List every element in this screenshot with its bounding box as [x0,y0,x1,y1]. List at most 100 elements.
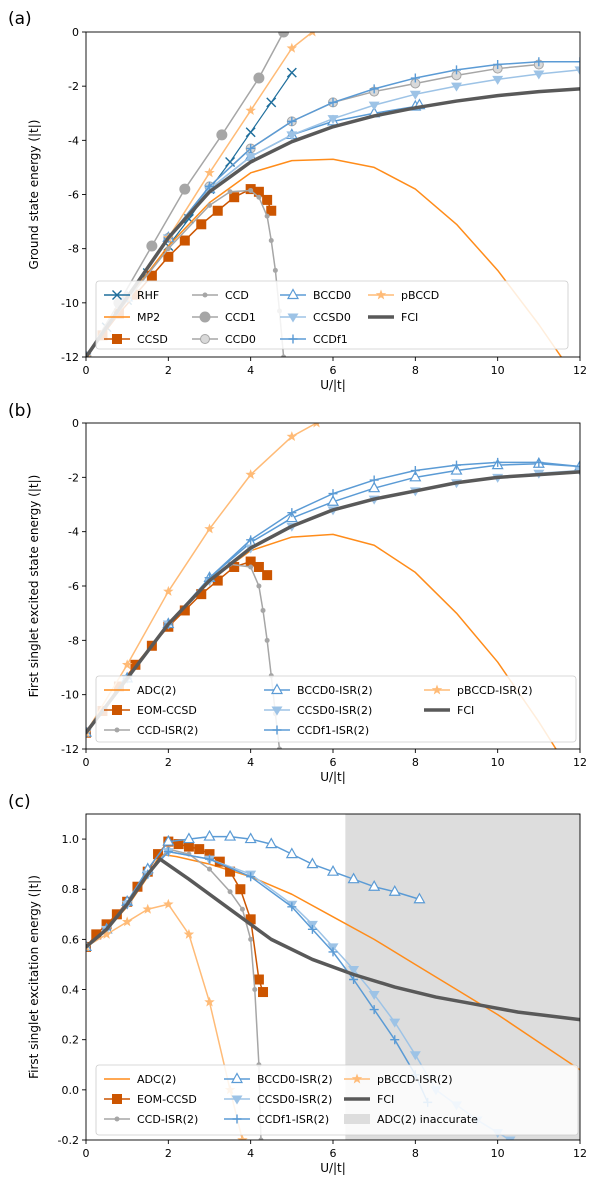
x-tick-label: 8 [412,1147,419,1160]
legend-marker [271,706,283,716]
legend-label: CCSD0-ISR(2) [297,704,372,717]
data-point-ccdf1 [493,60,503,69]
data-point-ccsd0 [245,153,257,163]
data-point-ccsd0-isr-2 [504,1136,516,1140]
x-axis-label: U/|t| [320,770,346,784]
data-point-ccsd0-isr-2 [348,965,360,975]
legend-item-ccsd0-isr-2: CCSD0-ISR(2) [264,704,372,717]
data-point-ccdf1-isr-2 [369,1005,379,1015]
x-tick-label: 2 [165,364,172,377]
data-point-pbccd-isr-2 [204,523,215,534]
data-point-ccd [268,238,274,244]
data-point-ccsd [163,251,174,262]
data-point-bccd0-isr-2 [306,857,319,869]
x-axis-label: U/|t| [320,378,346,392]
panel-a: (a) 0 2 4 6 8 10 12 -12 -10 -8 -6 -4 -2 0 U/|t| Ground s… [8,9,587,392]
legend-item-ccd: CCD [192,289,249,302]
data-point-bccd0-isr-2 [203,829,216,841]
x-tick-label: 12 [573,364,587,377]
data-point-pbccd [245,105,256,115]
legend-marker [202,292,208,298]
legend-marker [231,1095,243,1105]
data-point-ccdf1-isr-2 [369,475,379,485]
data-point-ccdf1-isr-2 [307,924,317,934]
legend: ADC(2) EOM-CCSD CCD-ISR(2) BCCD0-ISR(2) CCSD… [95,675,577,743]
data-point-ccdf1 [287,116,297,126]
legend-label: CCD0 [225,333,256,346]
legend-item-ccsd0-isr-2: CCSD0-ISR(2) [224,1093,332,1106]
data-point-ccd [227,189,233,195]
x-tick-label: 10 [491,756,505,769]
data-point-ccsd0-isr-2 [574,467,580,477]
data-point-pbccd-isr-2 [204,996,215,1007]
legend-item-ccd-isr-2: CCD-ISR(2) [104,724,198,737]
data-point-ccdf1-isr-2 [287,508,297,518]
panel-label: (b) [8,401,32,421]
legend-item-ccdf1: CCDf1 [280,333,348,346]
legend-label: BCCD0-ISR(2) [257,1073,333,1086]
data-point-pbccd-isr-2 [121,659,133,670]
data-point-ccd1 [253,72,265,84]
data-point-ccdf1-isr-2 [349,975,359,985]
data-point-ccsd0 [409,90,421,100]
data-point-ccd [256,194,262,200]
data-point-ccdf1-isr-2 [328,947,338,957]
data-point-pbccd-isr-2 [142,903,153,914]
data-point-ccd1 [146,240,158,252]
data-point-eom-ccsd [179,605,190,616]
x-tick-label: 2 [165,756,172,769]
legend-item-bccd0-isr-2: BCCD0-ISR(2) [264,683,373,697]
x-tick-label: 4 [247,1147,254,1160]
legend-box [95,1064,579,1136]
data-point-ccsd [179,235,190,246]
series-line-ccd [86,189,285,357]
data-point-ccd-isr-2 [276,746,282,749]
data-point-ccd-isr-2 [248,564,254,570]
data-point-ccd [281,354,287,357]
data-point-pbccd [286,42,298,53]
legend-item-eom-ccsd: EOM-CCSD [104,704,197,717]
legend-item-ccsd0: CCSD0 [280,311,351,324]
data-point-ccdf1-isr-2 [246,535,256,545]
plot-area [86,829,580,1140]
data-point-ccdf1 [452,65,461,75]
y-axis-label: Ground state energy (|t|) [27,120,41,270]
data-point-eom-ccsd [253,974,264,985]
data-point-ccdf1 [246,143,256,153]
x-tick-label: 10 [491,1147,505,1160]
data-point-ccsd0 [451,82,462,92]
legend-label: CCDf1-ISR(2) [297,724,369,737]
legend-label: FCI [377,1093,394,1106]
data-point-pbccd-isr-2 [163,585,174,596]
y-tick-label: -6 [68,580,79,593]
data-point-pbccd-isr-2 [121,916,133,927]
data-point-eom-ccsd [196,589,207,600]
data-point-eom-ccsd [245,914,256,925]
data-point-bccd0-isr-2 [368,879,381,891]
panel-label: (c) [8,792,31,812]
data-point-pbccd-isr-2 [86,727,92,738]
data-point-ccdf1-isr-2 [390,1035,400,1045]
legend-item-fci: FCI [344,1093,394,1106]
data-point-ccd-isr-2 [258,1137,264,1140]
legend-item-fci: FCI [424,704,474,717]
data-point-ccd-isr-2 [227,889,233,895]
legend-item-ccdf1-isr-2: CCDf1-ISR(2) [264,724,369,737]
legend-item-adc-2-inaccurate: ADC(2) inaccurate [344,1113,478,1126]
series-pbccd-isr-2 [86,423,320,738]
legend-label: ADC(2) inaccurate [377,1113,478,1126]
y-tick-label: 0.2 [62,1034,80,1047]
data-point-bccd0-isr-2 [326,495,340,506]
data-point-ccsd0 [533,70,545,80]
data-point-ccdf1 [369,84,379,94]
series-line-fci [86,470,580,735]
legend-box [95,675,577,743]
data-point-ccd [165,246,171,252]
x-tick-label: 8 [412,364,419,377]
legend-marker [114,1116,120,1122]
legend-marker [287,313,299,323]
data-point-eom-ccsd [91,929,102,940]
data-point-bccd0-isr-2 [413,892,426,904]
y-axis-label: First singlet excited state energy (|t|) [27,475,41,698]
legend-marker [112,1094,122,1104]
